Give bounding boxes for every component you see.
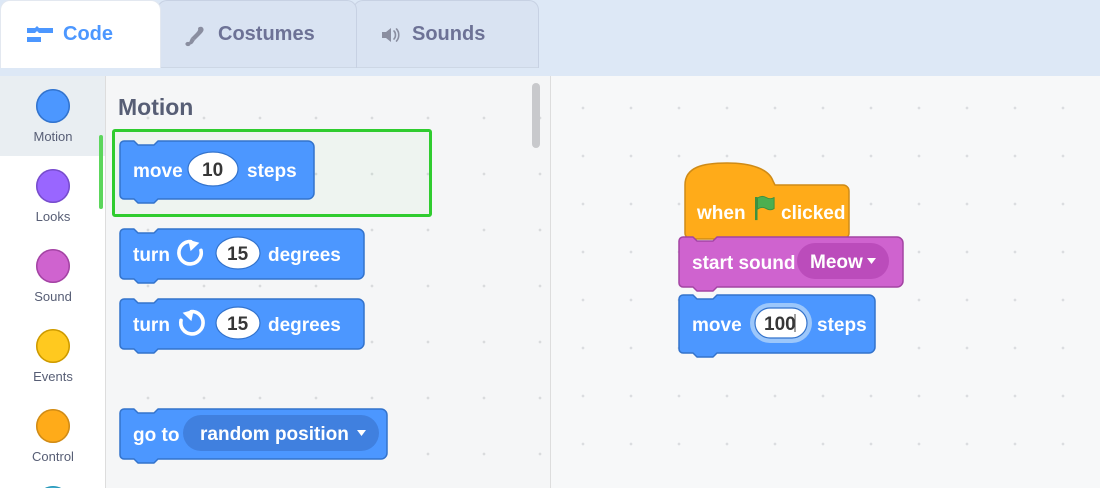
svg-text:steps: steps [817,315,867,336]
svg-text:random position: random position [200,424,349,445]
svg-text:15: 15 [227,244,249,265]
svg-text:degrees: degrees [268,245,341,266]
svg-text:when: when [696,203,746,224]
svg-text:go to: go to [133,425,179,446]
svg-text:10: 10 [202,160,223,181]
svg-text:start sound: start sound [692,253,795,274]
svg-text:degrees: degrees [268,315,341,336]
svg-text:move: move [692,315,742,336]
svg-text:turn: turn [133,245,170,266]
svg-text:Meow: Meow [810,252,863,273]
svg-text:move: move [133,161,183,182]
svg-text:steps: steps [247,161,297,182]
svg-text:turn: turn [133,315,170,336]
svg-text:clicked: clicked [781,203,845,224]
svg-text:100: 100 [764,314,796,335]
svg-text:15: 15 [227,314,249,335]
